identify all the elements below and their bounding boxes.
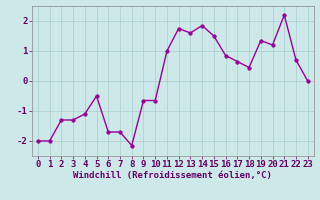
X-axis label: Windchill (Refroidissement éolien,°C): Windchill (Refroidissement éolien,°C) [73, 171, 272, 180]
